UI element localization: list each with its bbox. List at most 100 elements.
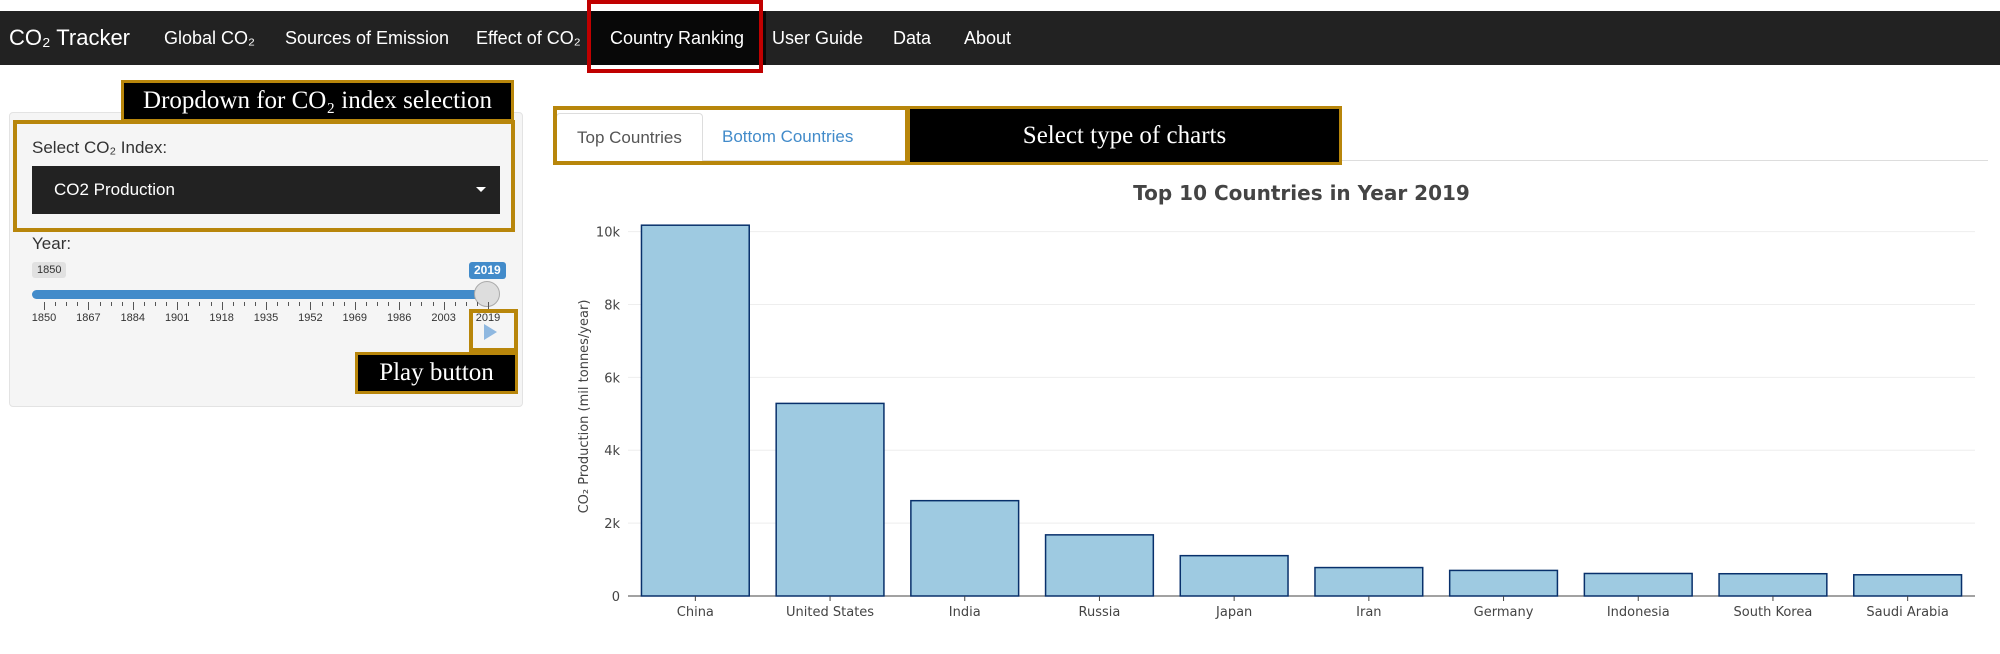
slider-minor-tick	[288, 302, 290, 306]
slider-tick-label: 1935	[253, 312, 279, 324]
nav-user-guide[interactable]: User Guide	[772, 28, 864, 48]
slider-tick-label: 1969	[342, 312, 368, 324]
slider-minor-tick	[210, 302, 212, 306]
callout-tabs: Select type of charts	[907, 106, 1342, 165]
slider-minor-tick	[143, 302, 145, 306]
x-tick-label: Germany	[1474, 605, 1534, 620]
slider-minor-tick	[110, 302, 112, 306]
slider-minor-tick	[321, 302, 323, 306]
caret-down-icon	[476, 187, 486, 192]
slider-minor-tick	[410, 302, 412, 306]
slider-tick-label: 1918	[209, 312, 234, 324]
nav-global-co2[interactable]: Global CO₂	[164, 28, 256, 48]
year-slider-track[interactable]	[32, 290, 489, 299]
x-tick-label: Japan	[1215, 605, 1252, 620]
slider-minor-tick	[254, 302, 256, 306]
slider-minor-tick	[243, 302, 245, 306]
nav-data[interactable]: Data	[893, 28, 932, 48]
slider-value-badge: 2019	[469, 262, 506, 279]
callout-dropdown: Dropdown for CO₂ index selection	[121, 80, 514, 122]
slider-tick-label: 1901	[164, 312, 190, 324]
bar-chart: Top 10 Countries in Year 2019 0 2k 4k 6k 8k 10…	[577, 181, 1975, 620]
slider-minor-tick	[388, 302, 390, 306]
x-tick-label: Indonesia	[1607, 605, 1670, 620]
co2-index-selected-value: CO2 Production	[54, 180, 175, 199]
active-tab-highlight	[587, 0, 763, 73]
year-slider-handle[interactable]	[474, 281, 500, 307]
slider-major-tick	[132, 302, 134, 310]
play-icon[interactable]	[484, 324, 497, 340]
nav-country-ranking[interactable]: Country Ranking	[588, 11, 767, 65]
slider-minor-tick	[476, 302, 478, 306]
chart-title: Top 10 Countries in Year 2019	[1133, 181, 1470, 205]
x-tick-label: Iran	[1356, 605, 1381, 620]
navbar: CO₂ Tracker Global CO₂ Sources of Emissi…	[0, 11, 2000, 65]
bar-saudi-arabia	[1853, 574, 1963, 597]
nav-about[interactable]: About	[964, 28, 1012, 48]
slider-major-tick	[266, 302, 267, 310]
slider-minor-tick	[465, 302, 467, 306]
slider-major-tick	[310, 302, 312, 310]
y-axis-label: CO₂ Production (mil tonnes/year)	[577, 300, 592, 514]
slider-minor-tick	[66, 302, 68, 306]
play-highlight	[469, 309, 518, 352]
slider-minor-tick	[166, 302, 168, 306]
slider-major-tick	[488, 302, 489, 310]
slider-minor-tick	[99, 302, 101, 306]
slider-minor-tick	[377, 302, 378, 306]
slider-minor-tick	[432, 302, 434, 306]
slider-tick-label: 1986	[386, 312, 412, 324]
y-tick-label: 2k	[604, 517, 620, 532]
tab-bottom-countries[interactable]: Bottom Countries	[722, 127, 854, 146]
slider-minor-tick	[232, 302, 234, 306]
y-tick-label: 0	[612, 590, 620, 605]
bar-united-states	[775, 402, 885, 597]
slider-major-tick	[177, 302, 179, 310]
slider-minor-tick	[199, 302, 201, 306]
slider-major-tick	[44, 302, 45, 310]
slider-minor-tick	[343, 302, 345, 306]
slider-minor-tick	[332, 302, 334, 306]
dropdown-highlight	[13, 120, 515, 232]
slider-minor-tick	[421, 302, 423, 306]
slider-tick-label: 1850	[31, 312, 57, 324]
x-tick-label: Saudi Arabia	[1866, 605, 1949, 620]
tabs-highlight	[553, 106, 909, 165]
x-tick-label: China	[677, 605, 714, 620]
bar-india	[910, 499, 1020, 597]
y-tick-label: 10k	[596, 226, 621, 241]
brand-logo[interactable]: CO₂ Tracker	[9, 25, 130, 50]
slider-minor-tick	[121, 302, 123, 306]
x-tick-label: United States	[786, 605, 874, 620]
slider-major-tick	[88, 302, 90, 310]
bar-china	[640, 224, 750, 597]
nav-effect-of-co2[interactable]: Effect of CO₂	[476, 28, 581, 48]
slider-major-tick	[399, 302, 401, 310]
bar-iran	[1314, 566, 1424, 597]
x-tick-label: India	[949, 605, 981, 620]
slider-major-tick	[443, 302, 445, 310]
slider-minor-tick	[188, 302, 190, 306]
select-co2-index-label: Select CO₂ Index:	[32, 138, 168, 157]
x-tick-label: South Korea	[1734, 605, 1813, 620]
x-tick-label: Russia	[1079, 605, 1121, 620]
y-tick-label: 8k	[604, 298, 620, 313]
bar-south-korea	[1718, 572, 1828, 597]
slider-minor-tick	[155, 302, 156, 306]
bar-germany	[1448, 569, 1559, 597]
nav-sources-of-emission[interactable]: Sources of Emission	[285, 28, 450, 48]
slider-minor-tick	[365, 302, 367, 306]
slider-tick-label: 1867	[76, 312, 101, 324]
y-tick-label: 4k	[604, 444, 620, 459]
slider-tick-label: 1884	[120, 312, 146, 324]
slider-min-badge: 1850	[32, 262, 67, 278]
slider-minor-tick	[277, 302, 279, 306]
slider-major-tick	[221, 302, 223, 310]
callout-play: Play button	[355, 352, 518, 394]
slider-minor-tick	[454, 302, 456, 306]
slider-tick-label: 2019	[475, 312, 501, 324]
tab-top-countries[interactable]: Top Countries	[556, 113, 703, 163]
slider-tick-label: 2003	[431, 312, 456, 324]
co2-index-dropdown[interactable]: CO2 Production	[32, 166, 500, 214]
bar-japan	[1179, 554, 1289, 597]
